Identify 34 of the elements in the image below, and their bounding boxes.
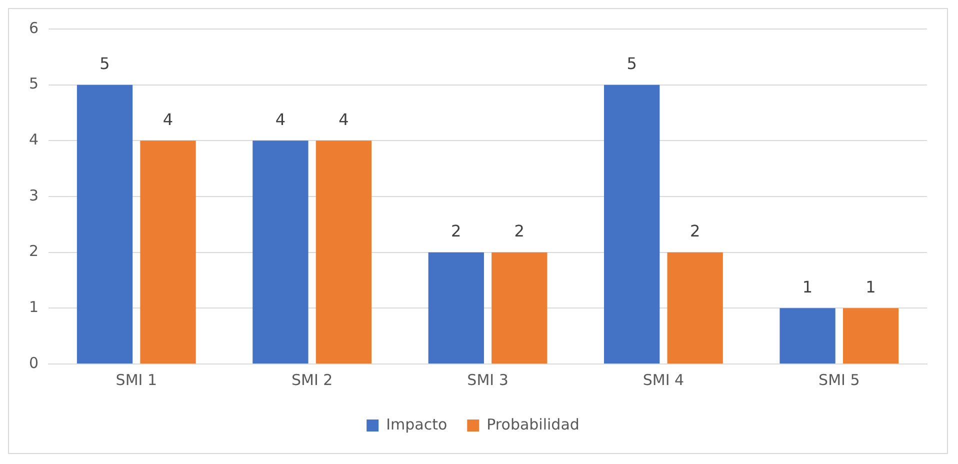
y-tick-label: 3 xyxy=(28,186,39,204)
data-label: 1 xyxy=(866,277,876,296)
x-tick-label: SMI 3 xyxy=(467,370,508,389)
data-label: 2 xyxy=(514,221,524,240)
x-tick-label: SMI 2 xyxy=(291,370,333,389)
x-tick-label: SMI 1 xyxy=(116,370,157,389)
legend-label: Probabilidad xyxy=(486,415,580,434)
y-tick-label: 5 xyxy=(28,74,39,93)
y-tick-label: 1 xyxy=(28,298,39,316)
bar xyxy=(667,252,723,364)
data-label: 2 xyxy=(690,221,700,240)
y-tick-label: 0 xyxy=(28,354,39,372)
bar xyxy=(316,140,372,364)
bar xyxy=(492,252,548,364)
legend-label: Impacto xyxy=(386,415,448,434)
bar xyxy=(76,84,133,364)
data-label: 4 xyxy=(162,110,174,129)
data-label: 1 xyxy=(802,277,813,296)
y-tick-label: 4 xyxy=(28,130,39,149)
data-label: 2 xyxy=(451,221,462,240)
bar xyxy=(428,252,484,364)
y-tick-label: 6 xyxy=(28,18,39,37)
x-tick-label: SMI 4 xyxy=(642,370,684,389)
bar xyxy=(604,84,660,364)
x-tick-label: SMI 5 xyxy=(818,370,860,389)
data-label: 5 xyxy=(626,54,637,73)
bar xyxy=(252,140,308,364)
data-label: 4 xyxy=(275,110,286,129)
bar xyxy=(140,140,196,364)
bar xyxy=(842,308,899,364)
bar xyxy=(780,308,836,364)
data-label: 5 xyxy=(100,54,110,73)
data-label: 4 xyxy=(338,110,349,129)
y-tick-label: 2 xyxy=(28,242,39,260)
